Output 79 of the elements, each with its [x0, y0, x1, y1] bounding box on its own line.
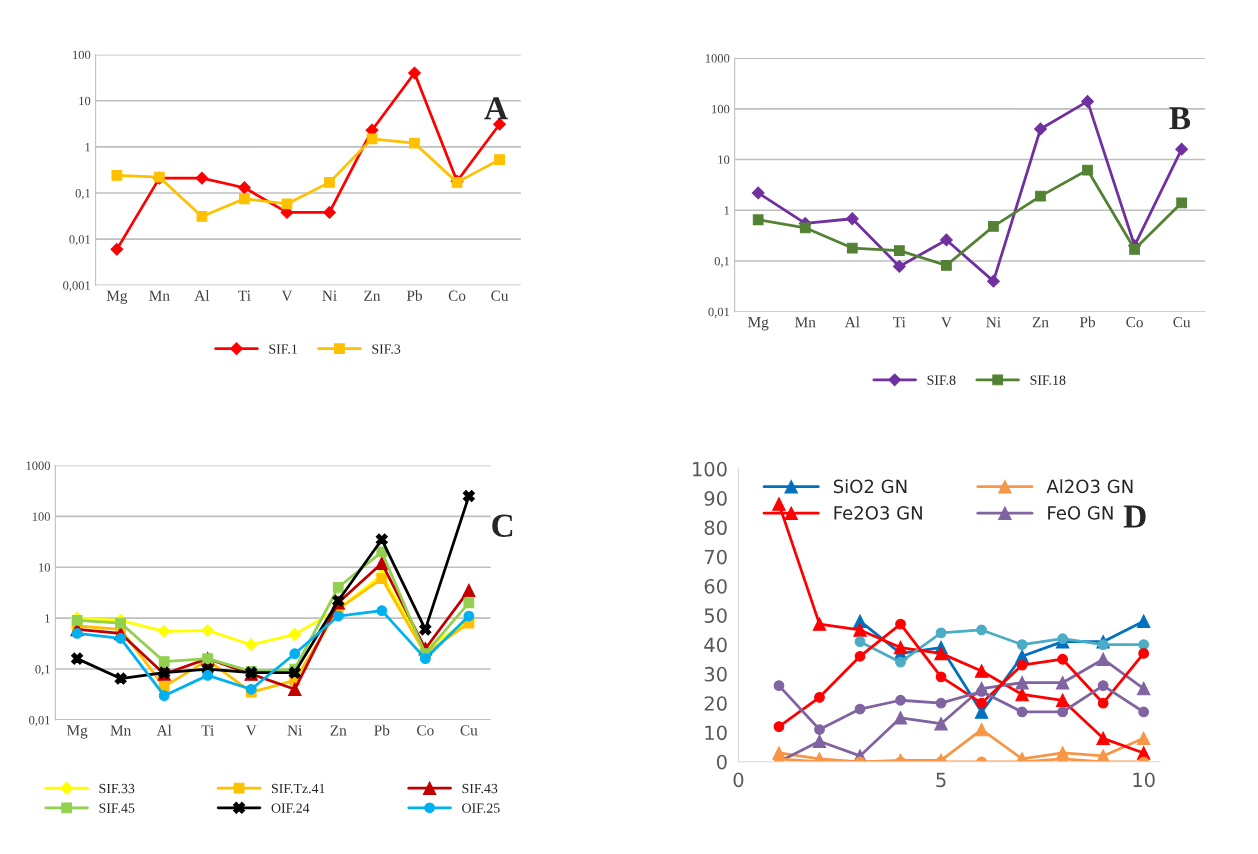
x-tick-label: Pb [374, 724, 390, 736]
legend-label: OIF.25 [462, 803, 500, 813]
x-tick-label: Al [156, 724, 172, 736]
x-tick-label: Mn [795, 317, 816, 328]
x-tick-label: Mg [106, 290, 128, 304]
y-tick-label: 100 [73, 50, 91, 60]
x-tick-label: 10 [1133, 772, 1155, 788]
x-tick-label: Ti [893, 317, 906, 328]
annotation: D [1123, 505, 1146, 528]
x-tick-label: Zn [330, 725, 347, 736]
y-tick-label: 30 [704, 666, 727, 682]
y-tick-label: 0,1 [35, 665, 50, 676]
x-tick-label: Co [1126, 317, 1143, 328]
y-tick-label: 20 [704, 696, 727, 711]
x-tick-label: Pb [1079, 316, 1096, 328]
x-tick-label: Cu [491, 290, 509, 301]
y-tick-label: 100 [693, 461, 727, 477]
y-tick-label: 0,001 [63, 281, 90, 292]
legend-label: SIF.1 [269, 344, 297, 354]
y-tick-label: 60 [704, 578, 727, 594]
x-tick-label: Ni [287, 725, 303, 736]
legend-label: SIF.3 [372, 344, 401, 354]
y-tick-label: 10 [79, 96, 91, 106]
x-tick-label: Pb [406, 290, 422, 301]
y-tick-label: 0 [716, 754, 727, 770]
x-tick-label: Zn [364, 290, 381, 301]
annotation: B [1169, 107, 1191, 130]
x-tick-label: Ti [201, 725, 214, 736]
x-tick-label: V [941, 317, 952, 328]
x-tick-label: Mn [149, 290, 170, 301]
x-tick-label: Ni [986, 317, 1001, 328]
y-tick-label: 0,01 [69, 235, 90, 246]
x-tick-label: V [245, 725, 257, 736]
y-tick-label: 0,1 [714, 257, 730, 268]
x-tick-label: Mn [110, 725, 132, 736]
y-tick-label: 0,1 [75, 189, 90, 200]
y-tick-label: 0,01 [708, 307, 730, 318]
y-tick-label: 90 [704, 491, 727, 506]
legend-label: SIF.43 [462, 783, 498, 794]
x-tick-label: V [281, 290, 293, 301]
legend-label: Al2O3 GN [1046, 479, 1133, 494]
y-tick-label: 10 [39, 563, 51, 572]
x-tick-label: Ni [322, 290, 337, 301]
annotation: A [484, 97, 508, 120]
legend-label: FeO GN [1048, 506, 1113, 520]
y-tick-label: 1000 [26, 461, 51, 470]
x-tick-label: 5 [936, 772, 946, 788]
legend-label: SIF.45 [99, 803, 135, 813]
x-tick-label: Co [417, 725, 434, 736]
x-tick-label: Ti [238, 290, 251, 301]
y-tick-label: 70 [704, 549, 727, 565]
y-tick-label: 1 [724, 206, 730, 215]
y-tick-label: 50 [704, 608, 727, 623]
legend-label: SIF.33 [99, 783, 135, 794]
x-tick-label: Zn [1032, 317, 1049, 328]
x-tick-label: Al [844, 316, 860, 328]
legend-label: SiO2 GN [833, 479, 907, 494]
legend-label: SIF.Tz.41 [271, 783, 325, 794]
y-tick-label: 1 [85, 142, 90, 152]
x-tick-label: Cu [460, 725, 478, 736]
x-tick-label: Mg [66, 725, 88, 739]
x-tick-label: 0 [733, 772, 744, 788]
y-tick-label: 40 [704, 637, 727, 653]
legend-label: SIF.18 [1030, 375, 1066, 385]
y-tick-label: 80 [704, 520, 727, 536]
legend-label: SIF.8 [927, 375, 956, 385]
y-tick-label: 1000 [705, 54, 730, 63]
legend-label: Fe2O3 GN [834, 506, 922, 520]
y-tick-label: 1 [45, 614, 50, 623]
y-tick-label: 100 [32, 512, 51, 521]
y-tick-label: 0,01 [29, 715, 50, 727]
y-tick-label: 100 [712, 104, 730, 114]
x-tick-label: Al [194, 290, 210, 301]
x-tick-label: Mg [748, 317, 769, 331]
x-tick-label: Co [448, 290, 466, 301]
text: C [492, 514, 513, 538]
legend-label: OIF.24 [271, 803, 310, 813]
x-tick-label: Cu [1173, 317, 1191, 328]
y-tick-label: 10 [718, 155, 730, 164]
